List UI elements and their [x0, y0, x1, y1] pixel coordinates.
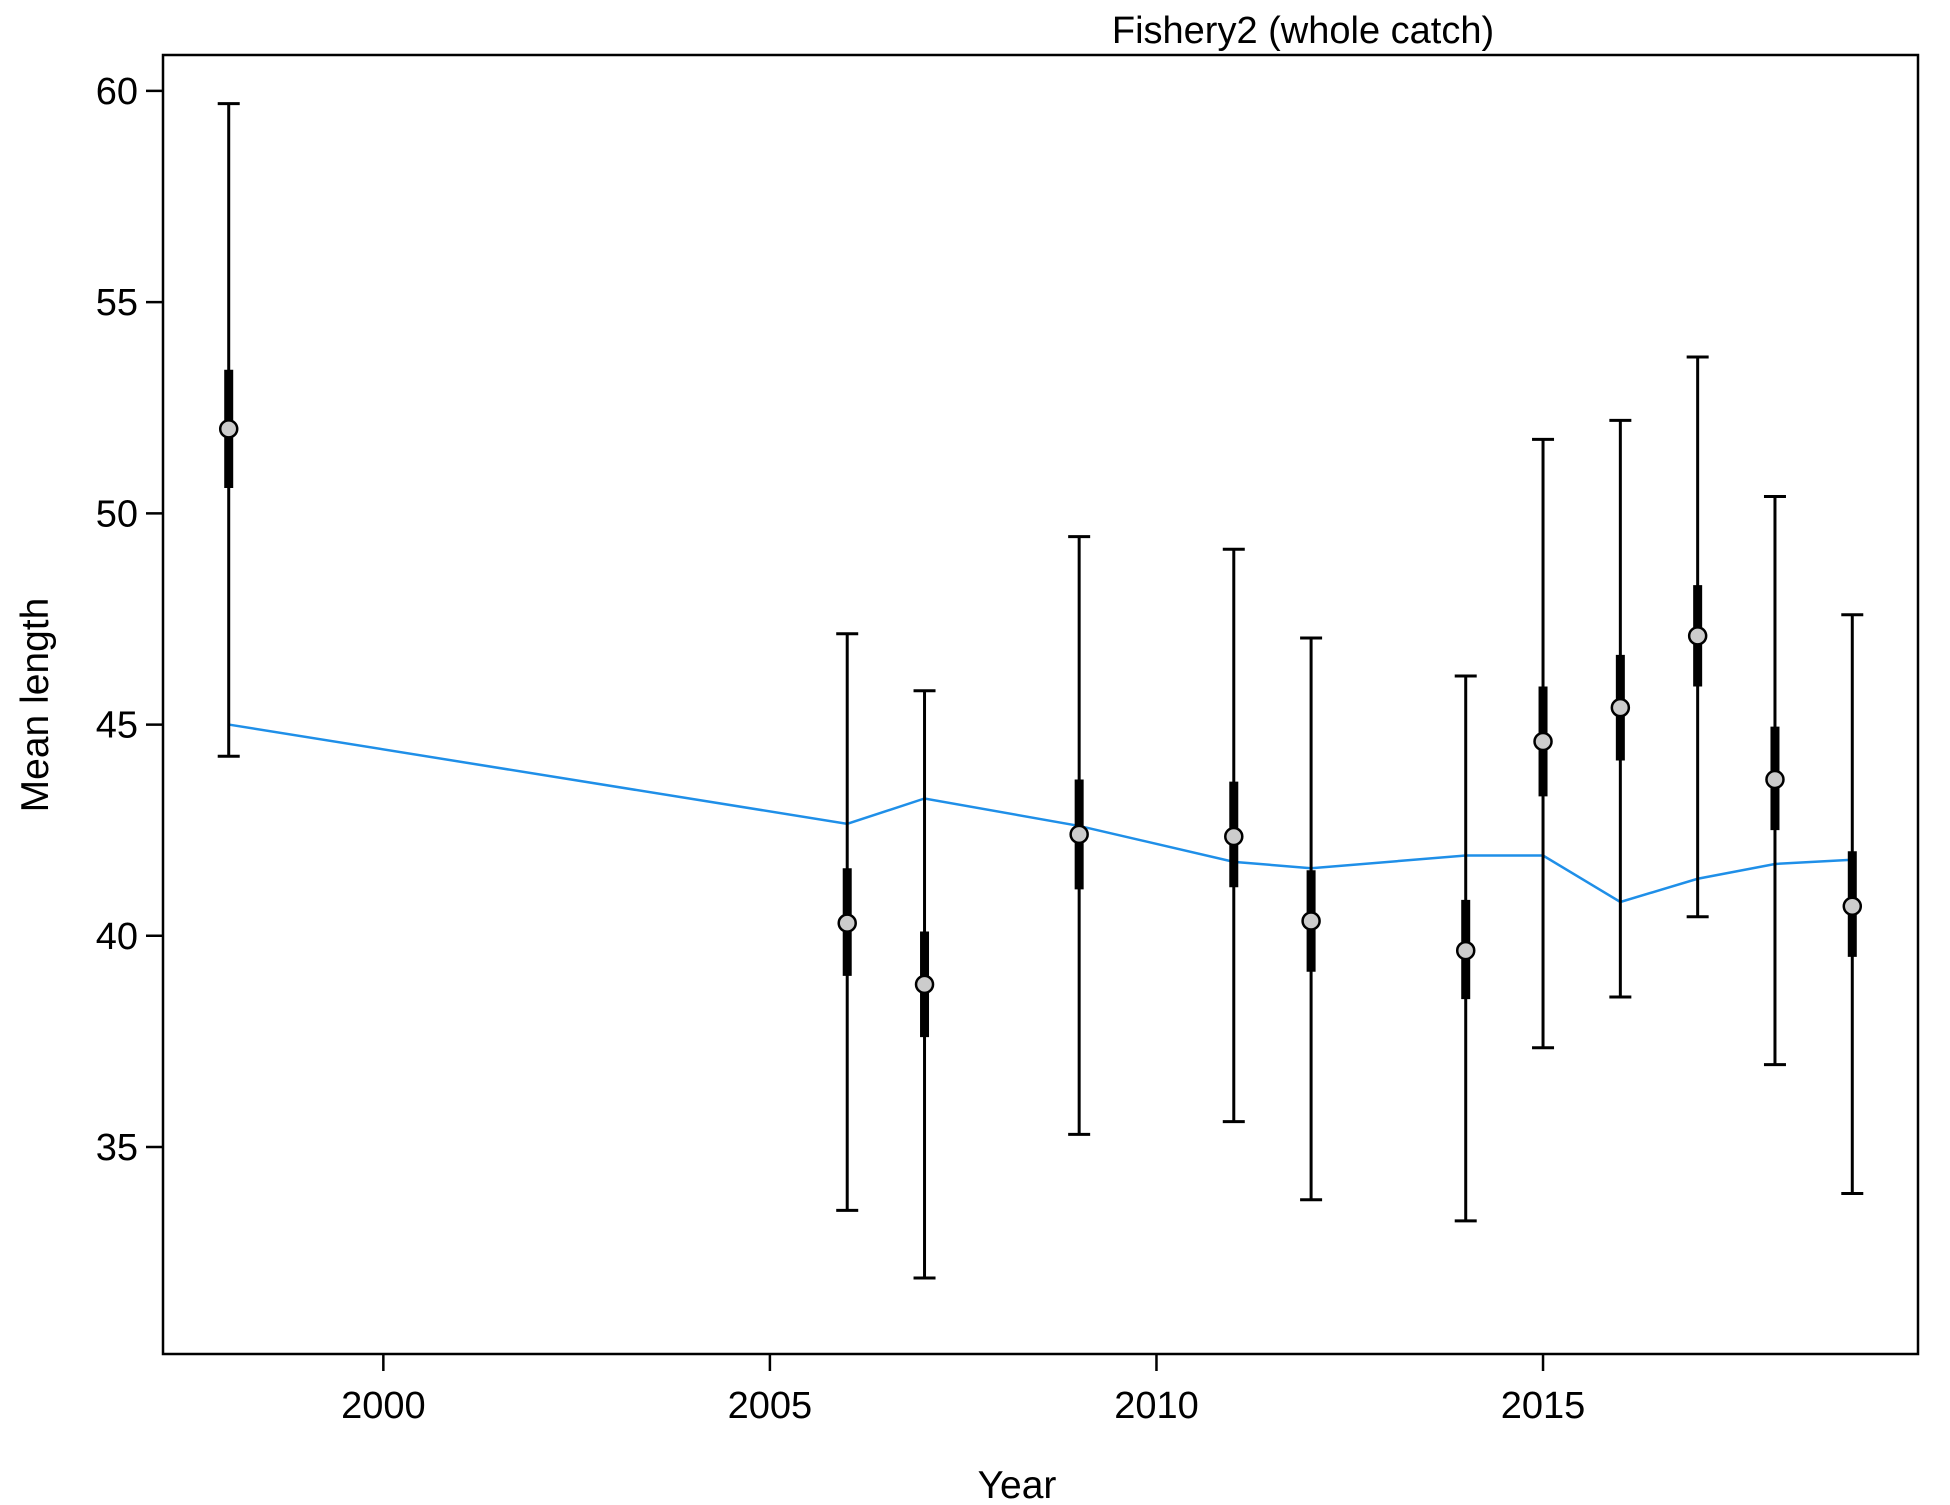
y-tick-label: 45 — [96, 705, 138, 747]
observed-point — [1455, 940, 1476, 961]
x-axis-title: Year — [978, 1464, 1057, 1500]
observed-point — [1687, 626, 1708, 646]
y-tick-label: 60 — [96, 71, 138, 113]
observed-point — [914, 974, 935, 995]
observed-point — [1765, 769, 1785, 790]
y-tick-label: 35 — [96, 1127, 138, 1169]
chart-title: Fishery2 (whole catch) — [1112, 10, 1494, 52]
observed-point — [1224, 826, 1244, 847]
expected-line — [228, 723, 1853, 904]
y-tick-label: 55 — [96, 282, 138, 324]
y-axis-title: Mean length — [14, 598, 57, 813]
observed-point — [1610, 697, 1631, 718]
observed-point — [837, 913, 857, 933]
observed-point — [1842, 896, 1863, 916]
x-tick-label: 2015 — [1501, 1385, 1586, 1427]
observed-point — [1069, 824, 1089, 845]
plot-frame — [161, 53, 1920, 1356]
x-tick-label: 2005 — [728, 1385, 813, 1427]
error-bars — [217, 102, 1864, 1280]
observed-point — [218, 419, 239, 439]
x-tick-label: 2000 — [341, 1385, 426, 1427]
y-tick-label: 40 — [96, 916, 138, 958]
observed-point — [1301, 911, 1321, 931]
x-axis: 2000 2005 2010 2015 — [341, 1354, 1585, 1427]
observed-points — [218, 419, 1863, 995]
y-axis: 35 40 45 50 55 60 — [96, 71, 163, 1169]
x-tick-label: 2010 — [1114, 1385, 1199, 1427]
observed-point — [1533, 731, 1553, 752]
y-tick-label: 50 — [96, 493, 138, 535]
